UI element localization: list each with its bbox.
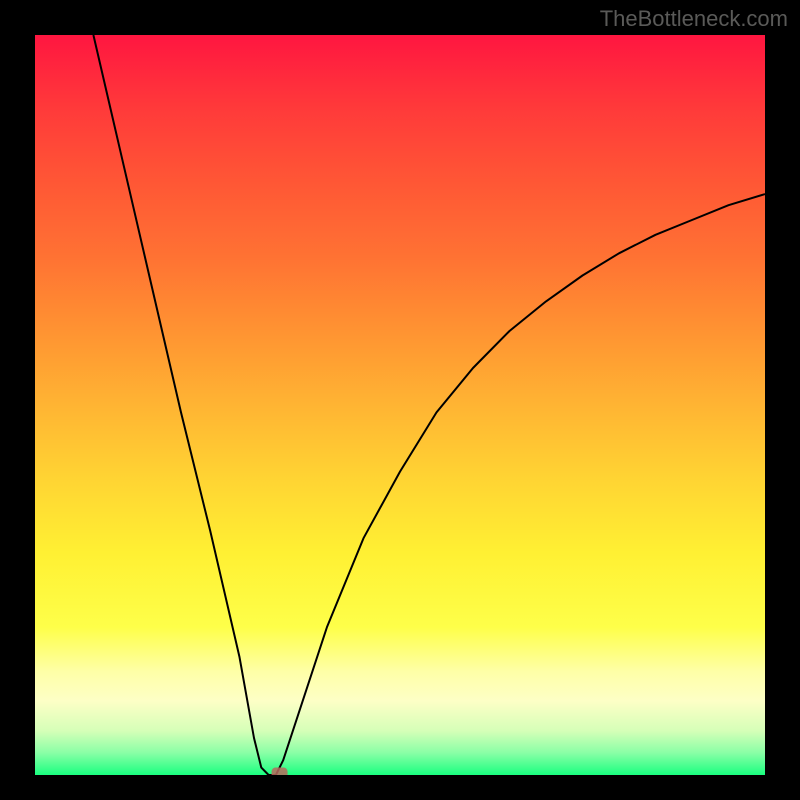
vertex-marker (272, 768, 288, 775)
watermark-text: TheBottleneck.com (600, 6, 788, 32)
chart-background (35, 35, 765, 775)
chart-plot-area (35, 35, 765, 775)
chart-svg (35, 35, 765, 775)
